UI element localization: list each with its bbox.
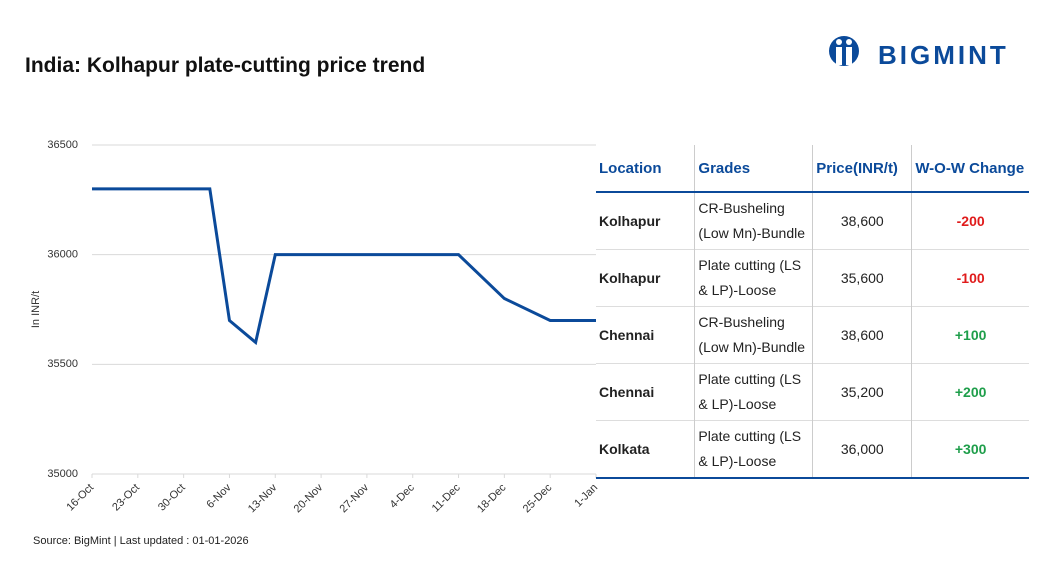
title: India: Kolhapur plate-cutting price tren… bbox=[25, 54, 426, 77]
wow-change: +200 bbox=[911, 363, 1029, 421]
table-row: Chennai CR-Busheling (Low Mn)-Bundle 38,60… bbox=[596, 306, 1029, 364]
column-header: Grades bbox=[694, 145, 813, 193]
location: Chennai bbox=[596, 363, 695, 421]
y-tick-label: 36500 bbox=[47, 139, 78, 151]
x-tick-label: 11-Dec bbox=[430, 481, 463, 514]
x-tick-label: 16-Oct bbox=[64, 482, 96, 514]
table-row: Kolhapur Plate cutting (LS & LP)-Loose 35,… bbox=[596, 249, 1029, 307]
chart: 35000 35500 36000 36500 16-Oct 23-Oct 30-Oct 6-… bbox=[30, 139, 600, 515]
location: Kolhapur bbox=[596, 191, 695, 250]
location: Chennai bbox=[596, 306, 695, 364]
header-row: Location Grades Price(INR/t) W-O-W Change bbox=[596, 145, 1029, 193]
location: Kolhapur bbox=[596, 249, 695, 307]
location: Kolkata bbox=[596, 420, 695, 479]
table-row: Kolkata Plate cutting (LS & LP)-Loose 36,0… bbox=[596, 420, 1029, 479]
y-tick-label: 35500 bbox=[47, 358, 78, 370]
x-tick-label: 18-Dec bbox=[475, 481, 509, 515]
grade: Plate cutting (LS & LP)-Loose bbox=[694, 249, 813, 307]
source: Source: BigMint | Last updated : 01-01-2… bbox=[33, 535, 249, 547]
x-tick-label: 13-Nov bbox=[246, 481, 280, 515]
wow-change: +100 bbox=[911, 306, 1029, 364]
column-header: W-O-W Change bbox=[911, 145, 1029, 193]
x-tick-label: 23-Oct bbox=[110, 482, 142, 514]
x-tick-label: 4-Dec bbox=[388, 481, 418, 511]
y-tick-label: 35000 bbox=[47, 468, 78, 480]
grade: CR-Busheling (Low Mn)-Bundle bbox=[694, 191, 813, 250]
price: 35,200 bbox=[812, 363, 912, 421]
price: 38,600 bbox=[812, 306, 912, 364]
price-table: Location Grades Price(INR/t) W-O-W Change Ko… bbox=[596, 145, 1029, 479]
y-tick-label: 36000 bbox=[47, 249, 78, 261]
x-tick-label: 20-Nov bbox=[292, 481, 326, 515]
grade: CR-Busheling (Low Mn)-Bundle bbox=[694, 306, 813, 364]
price: 36,000 bbox=[812, 420, 912, 479]
price: 38,600 bbox=[812, 191, 912, 250]
price-line bbox=[92, 187, 596, 346]
logo-text: BIGMINT bbox=[878, 40, 1009, 70]
table-row: Kolhapur CR-Busheling (Low Mn)-Bundle 38,6… bbox=[596, 191, 1029, 250]
y-axis-label: In INR/t bbox=[30, 291, 42, 328]
x-tick-label: 30-Oct bbox=[156, 482, 188, 514]
grade: Plate cutting (LS & LP)-Loose bbox=[694, 363, 813, 421]
x-tick-label: 27-Nov bbox=[338, 481, 372, 515]
x-tick-label: 1-Jan bbox=[572, 482, 600, 510]
column-header: Price(INR/t) bbox=[812, 145, 912, 193]
x-tick-label: 6-Nov bbox=[204, 481, 234, 511]
logo-icon bbox=[829, 36, 859, 66]
price: 35,600 bbox=[812, 249, 912, 307]
wow-change: +300 bbox=[911, 420, 1029, 479]
table-row: Chennai Plate cutting (LS & LP)-Loose 35,2… bbox=[596, 363, 1029, 421]
wow-change: -100 bbox=[911, 249, 1029, 307]
column-header: Location bbox=[596, 145, 695, 193]
x-tick-label: 25-Dec bbox=[521, 481, 555, 515]
grade: Plate cutting (LS & LP)-Loose bbox=[694, 420, 813, 479]
wow-change: -200 bbox=[911, 191, 1029, 250]
